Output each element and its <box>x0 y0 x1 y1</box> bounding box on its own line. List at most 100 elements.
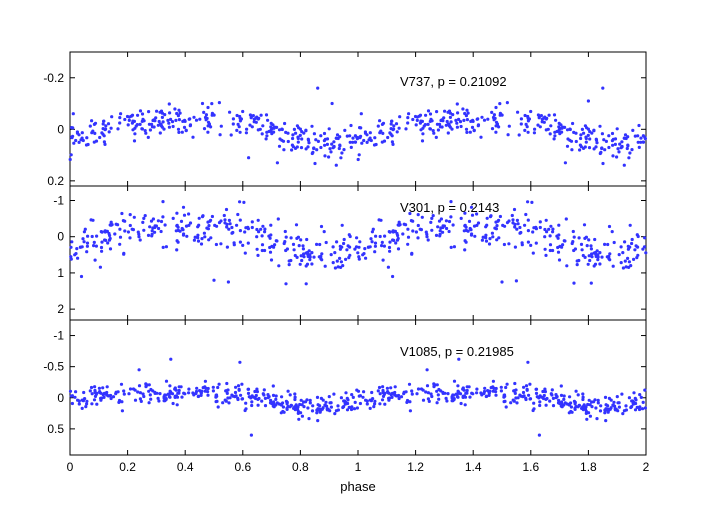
data-point <box>504 405 508 409</box>
data-point <box>498 102 502 106</box>
data-point <box>544 397 548 401</box>
data-point <box>178 111 182 115</box>
data-point <box>534 241 538 245</box>
data-point <box>389 386 393 390</box>
data-point <box>177 130 181 134</box>
data-point <box>370 230 374 234</box>
x-tick-label: 1 <box>355 460 362 474</box>
data-point <box>355 406 359 410</box>
data-point <box>529 109 533 114</box>
data-point <box>641 247 645 251</box>
data-point <box>250 225 254 230</box>
data-point <box>236 384 241 388</box>
data-point <box>626 135 630 139</box>
data-point <box>419 387 424 391</box>
data-point <box>438 234 442 238</box>
data-point <box>617 401 621 405</box>
data-point <box>269 128 273 132</box>
data-point <box>147 110 151 114</box>
data-point <box>80 245 84 249</box>
data-point <box>518 225 522 230</box>
data-point <box>148 225 152 229</box>
data-point <box>120 211 124 216</box>
data-point <box>469 228 473 232</box>
data-point <box>316 419 320 423</box>
data-point <box>182 232 186 236</box>
data-point <box>105 393 109 397</box>
y-tick-label: 0.5 <box>47 422 64 436</box>
data-point <box>85 136 89 140</box>
data-point <box>128 213 132 217</box>
data-point <box>316 86 320 90</box>
data-point <box>538 225 542 230</box>
data-point <box>390 119 394 123</box>
data-point <box>607 134 611 138</box>
data-point <box>315 242 319 246</box>
data-point <box>329 405 333 409</box>
data-point <box>82 390 86 395</box>
data-point <box>89 218 93 222</box>
data-point <box>511 398 515 402</box>
data-point <box>523 128 527 132</box>
data-point <box>275 161 279 165</box>
data-point <box>620 392 624 396</box>
data-point <box>394 241 398 245</box>
data-point <box>331 146 335 150</box>
data-point <box>296 135 300 139</box>
data-point <box>463 403 467 407</box>
data-point <box>470 391 474 395</box>
data-point <box>392 127 396 131</box>
data-point <box>101 386 105 390</box>
data-point <box>613 137 618 141</box>
data-point <box>75 131 80 135</box>
panel-1: -0.2 0 0.2 V737, p = 0.21092 <box>43 51 648 188</box>
data-point <box>444 219 448 223</box>
data-point <box>546 127 550 131</box>
data-point <box>137 235 141 239</box>
data-point <box>383 391 387 395</box>
data-point <box>448 111 452 115</box>
data-point <box>454 118 458 122</box>
data-point <box>386 391 390 395</box>
data-point <box>562 397 566 401</box>
data-point <box>348 253 352 257</box>
data-point <box>582 223 587 227</box>
data-point <box>473 234 477 238</box>
data-point <box>358 401 362 406</box>
data-point <box>515 401 519 405</box>
data-point <box>593 398 597 402</box>
data-point <box>468 395 472 399</box>
data-point <box>627 156 631 160</box>
data-point <box>638 405 642 409</box>
data-point <box>547 227 551 231</box>
data-point <box>624 265 628 269</box>
data-point <box>219 242 223 246</box>
data-point <box>137 384 142 388</box>
data-point <box>391 274 395 279</box>
data-point <box>494 130 498 134</box>
data-point <box>142 394 146 399</box>
data-point <box>475 391 479 395</box>
data-point <box>416 213 420 217</box>
data-point <box>291 133 295 137</box>
data-point <box>560 130 564 134</box>
data-point <box>589 244 593 248</box>
data-point <box>574 389 578 393</box>
data-point <box>338 256 342 260</box>
data-point <box>206 227 210 231</box>
data-point <box>70 401 74 406</box>
data-point <box>438 229 442 233</box>
data-point <box>600 132 605 136</box>
data-point <box>263 396 267 400</box>
data-point <box>269 233 273 237</box>
data-point <box>300 403 304 407</box>
data-point <box>603 408 607 412</box>
data-point <box>620 140 624 144</box>
data-point <box>621 412 625 416</box>
data-point <box>540 120 544 124</box>
data-point <box>275 239 279 243</box>
data-point <box>327 395 331 399</box>
data-point <box>275 125 279 129</box>
data-point <box>162 396 166 400</box>
data-point <box>90 402 94 406</box>
